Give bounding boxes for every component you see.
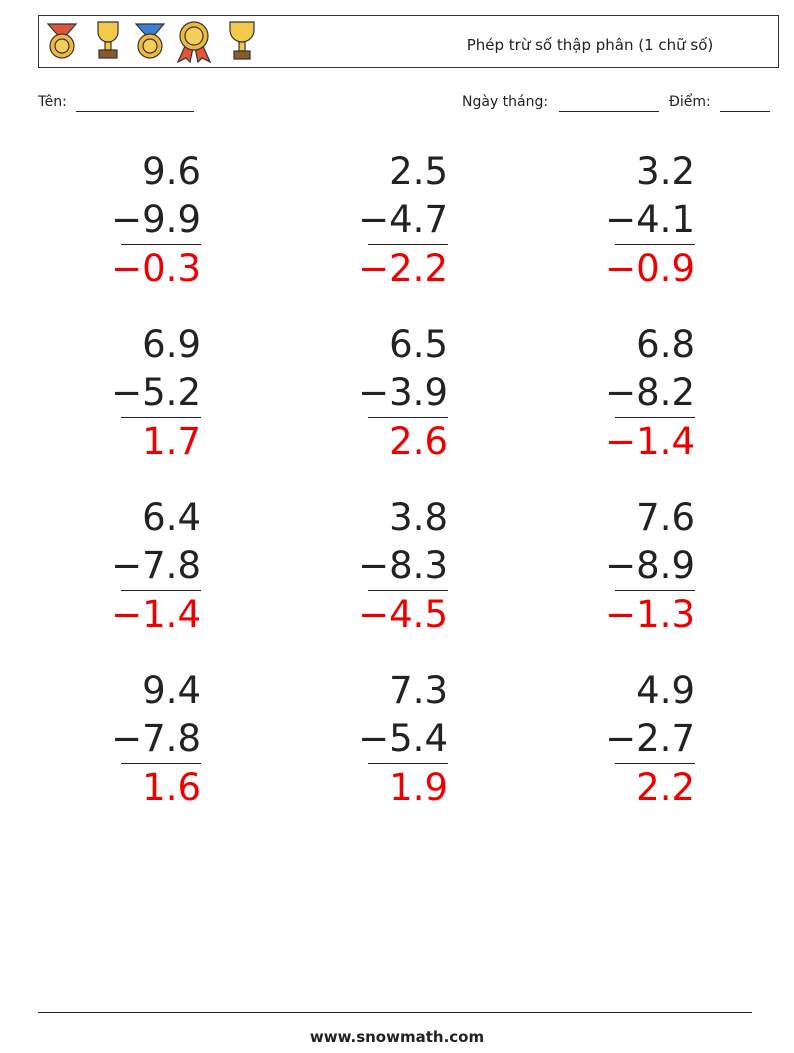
answer-rule (615, 417, 695, 418)
subtrahend: −8.9 (605, 544, 695, 587)
minuend: 9.6 (142, 150, 201, 193)
name-blank (76, 111, 194, 112)
subtrahend: −7.8 (111, 544, 201, 587)
subtrahend: −5.4 (358, 717, 448, 760)
answer-rule (615, 590, 695, 591)
minuend: 3.2 (636, 150, 695, 193)
subtrahend: −5.2 (111, 371, 201, 414)
minuend: 4.9 (636, 669, 695, 712)
answer: 1.6 (142, 766, 201, 809)
answer-rule (615, 763, 695, 764)
award-icons (46, 21, 255, 64)
footer-rule (38, 1012, 752, 1013)
footer-site: www.snowmath.com (309, 1028, 485, 1046)
subtrahend: −7.8 (111, 717, 201, 760)
minuend: 9.4 (142, 669, 201, 712)
answer: −0.9 (605, 247, 695, 290)
subtrahend: −4.1 (605, 198, 695, 241)
answer-rule (121, 590, 201, 591)
answer: 1.7 (142, 420, 201, 463)
subtrahend: −8.2 (605, 371, 695, 414)
minuend: 2.5 (389, 150, 448, 193)
answer-rule (368, 590, 448, 591)
answer: 2.2 (636, 766, 695, 809)
minuend: 3.8 (389, 496, 448, 539)
subtrahend: −2.7 (605, 717, 695, 760)
answer: 2.6 (389, 420, 448, 463)
minuend: 6.5 (389, 323, 448, 366)
answer: −2.2 (358, 247, 448, 290)
minuend: 7.3 (389, 669, 448, 712)
minuend: 6.8 (636, 323, 695, 366)
answer-rule (615, 244, 695, 245)
minuend: 7.6 (636, 496, 695, 539)
answer-rule (121, 763, 201, 764)
answer: −1.3 (605, 593, 695, 636)
name-label: Tên: (38, 94, 67, 110)
score-blank (720, 111, 770, 112)
score-label: Điểm: (669, 94, 711, 110)
answer-rule (368, 417, 448, 418)
answer: −1.4 (605, 420, 695, 463)
answer: −1.4 (111, 593, 201, 636)
answer: −4.5 (358, 593, 448, 636)
header-box (38, 15, 779, 68)
answer-rule (368, 244, 448, 245)
answer-rule (121, 244, 201, 245)
subtrahend: −8.3 (358, 544, 448, 587)
answer: 1.9 (389, 766, 448, 809)
subtrahend: −3.9 (358, 371, 448, 414)
date-blank (559, 111, 659, 112)
answer: −0.3 (111, 247, 201, 290)
subtrahend: −9.9 (111, 198, 201, 241)
answer-rule (121, 417, 201, 418)
minuend: 6.9 (142, 323, 201, 366)
date-label: Ngày tháng: (462, 94, 549, 110)
subtrahend: −4.7 (358, 198, 448, 241)
minuend: 6.4 (142, 496, 201, 539)
worksheet-title: Phép trừ số thập phân (1 chữ số) (466, 36, 714, 54)
answer-rule (368, 763, 448, 764)
